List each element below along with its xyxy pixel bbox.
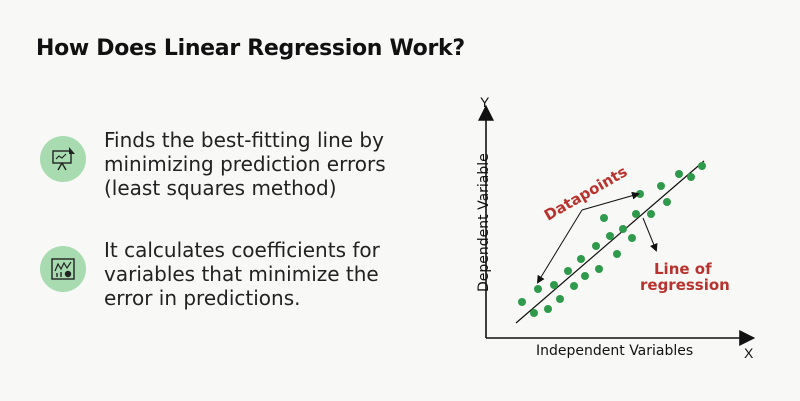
datapoint — [675, 170, 683, 178]
y-axis-label: Dependent Variable — [476, 153, 492, 292]
regression-line — [515, 160, 705, 324]
datapoints-arrow — [581, 191, 640, 211]
regression-diagram: Y X Dependent Variable Independent Varia… — [476, 94, 756, 361]
datapoints-group — [518, 162, 706, 317]
datapoint — [619, 225, 627, 233]
datapoint — [647, 210, 655, 218]
datapoint — [556, 295, 564, 303]
datapoint — [564, 267, 572, 275]
datapoint — [663, 198, 671, 206]
point-line: error in predictions. — [104, 286, 301, 310]
datapoint — [518, 298, 526, 306]
point-coefficients: It calculates coefficients for variables… — [40, 238, 380, 310]
point-line: Finds the best-fitting line by — [104, 128, 384, 152]
datapoint — [534, 285, 542, 293]
datapoint — [600, 214, 608, 222]
datapoint — [530, 309, 538, 317]
regression-label-line1: Line of — [654, 260, 712, 278]
datapoints-label: Datapoints — [541, 162, 630, 224]
datapoint — [687, 173, 695, 181]
point-line: variables that minimize the — [104, 262, 379, 286]
page-title: How Does Linear Regression Work? — [36, 36, 465, 61]
datapoint — [606, 232, 614, 240]
regression-arrow — [642, 217, 658, 252]
regression-label-line2: regression — [640, 276, 730, 294]
datapoint — [592, 242, 600, 250]
x-axis-letter: X — [744, 345, 754, 361]
y-axis-letter: Y — [480, 94, 490, 110]
point-line: It calculates coefficients for — [104, 238, 380, 262]
datapoint — [570, 282, 578, 290]
datapoints-arrow — [536, 209, 583, 284]
datapoint — [595, 265, 603, 273]
point-least-squares: Finds the best-fitting line by minimizin… — [40, 128, 386, 200]
analytics-chart-icon — [40, 246, 86, 292]
datapoint — [657, 182, 665, 190]
datapoint — [544, 305, 552, 313]
point-text: Finds the best-fitting line by minimizin… — [104, 128, 386, 200]
presentation-chart-icon — [40, 136, 86, 182]
point-line: (least squares method) — [104, 176, 337, 200]
point-line: minimizing prediction errors — [104, 152, 386, 176]
point-text: It calculates coefficients for variables… — [104, 238, 380, 310]
datapoint — [613, 250, 621, 258]
datapoint — [632, 210, 640, 218]
datapoint — [628, 234, 636, 242]
x-axis-label: Independent Variables — [536, 343, 693, 359]
datapoint — [577, 255, 585, 263]
datapoint — [698, 162, 706, 170]
datapoint — [550, 281, 558, 289]
datapoint — [581, 272, 589, 280]
